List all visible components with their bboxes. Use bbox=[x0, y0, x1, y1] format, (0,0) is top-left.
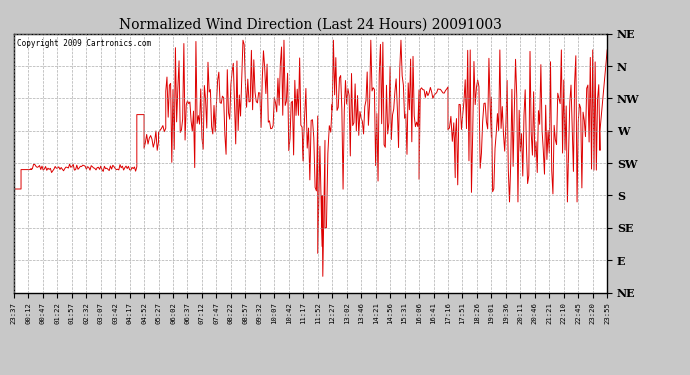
Title: Normalized Wind Direction (Last 24 Hours) 20091003: Normalized Wind Direction (Last 24 Hours… bbox=[119, 17, 502, 31]
Text: Copyright 2009 Cartronics.com: Copyright 2009 Cartronics.com bbox=[17, 39, 151, 48]
